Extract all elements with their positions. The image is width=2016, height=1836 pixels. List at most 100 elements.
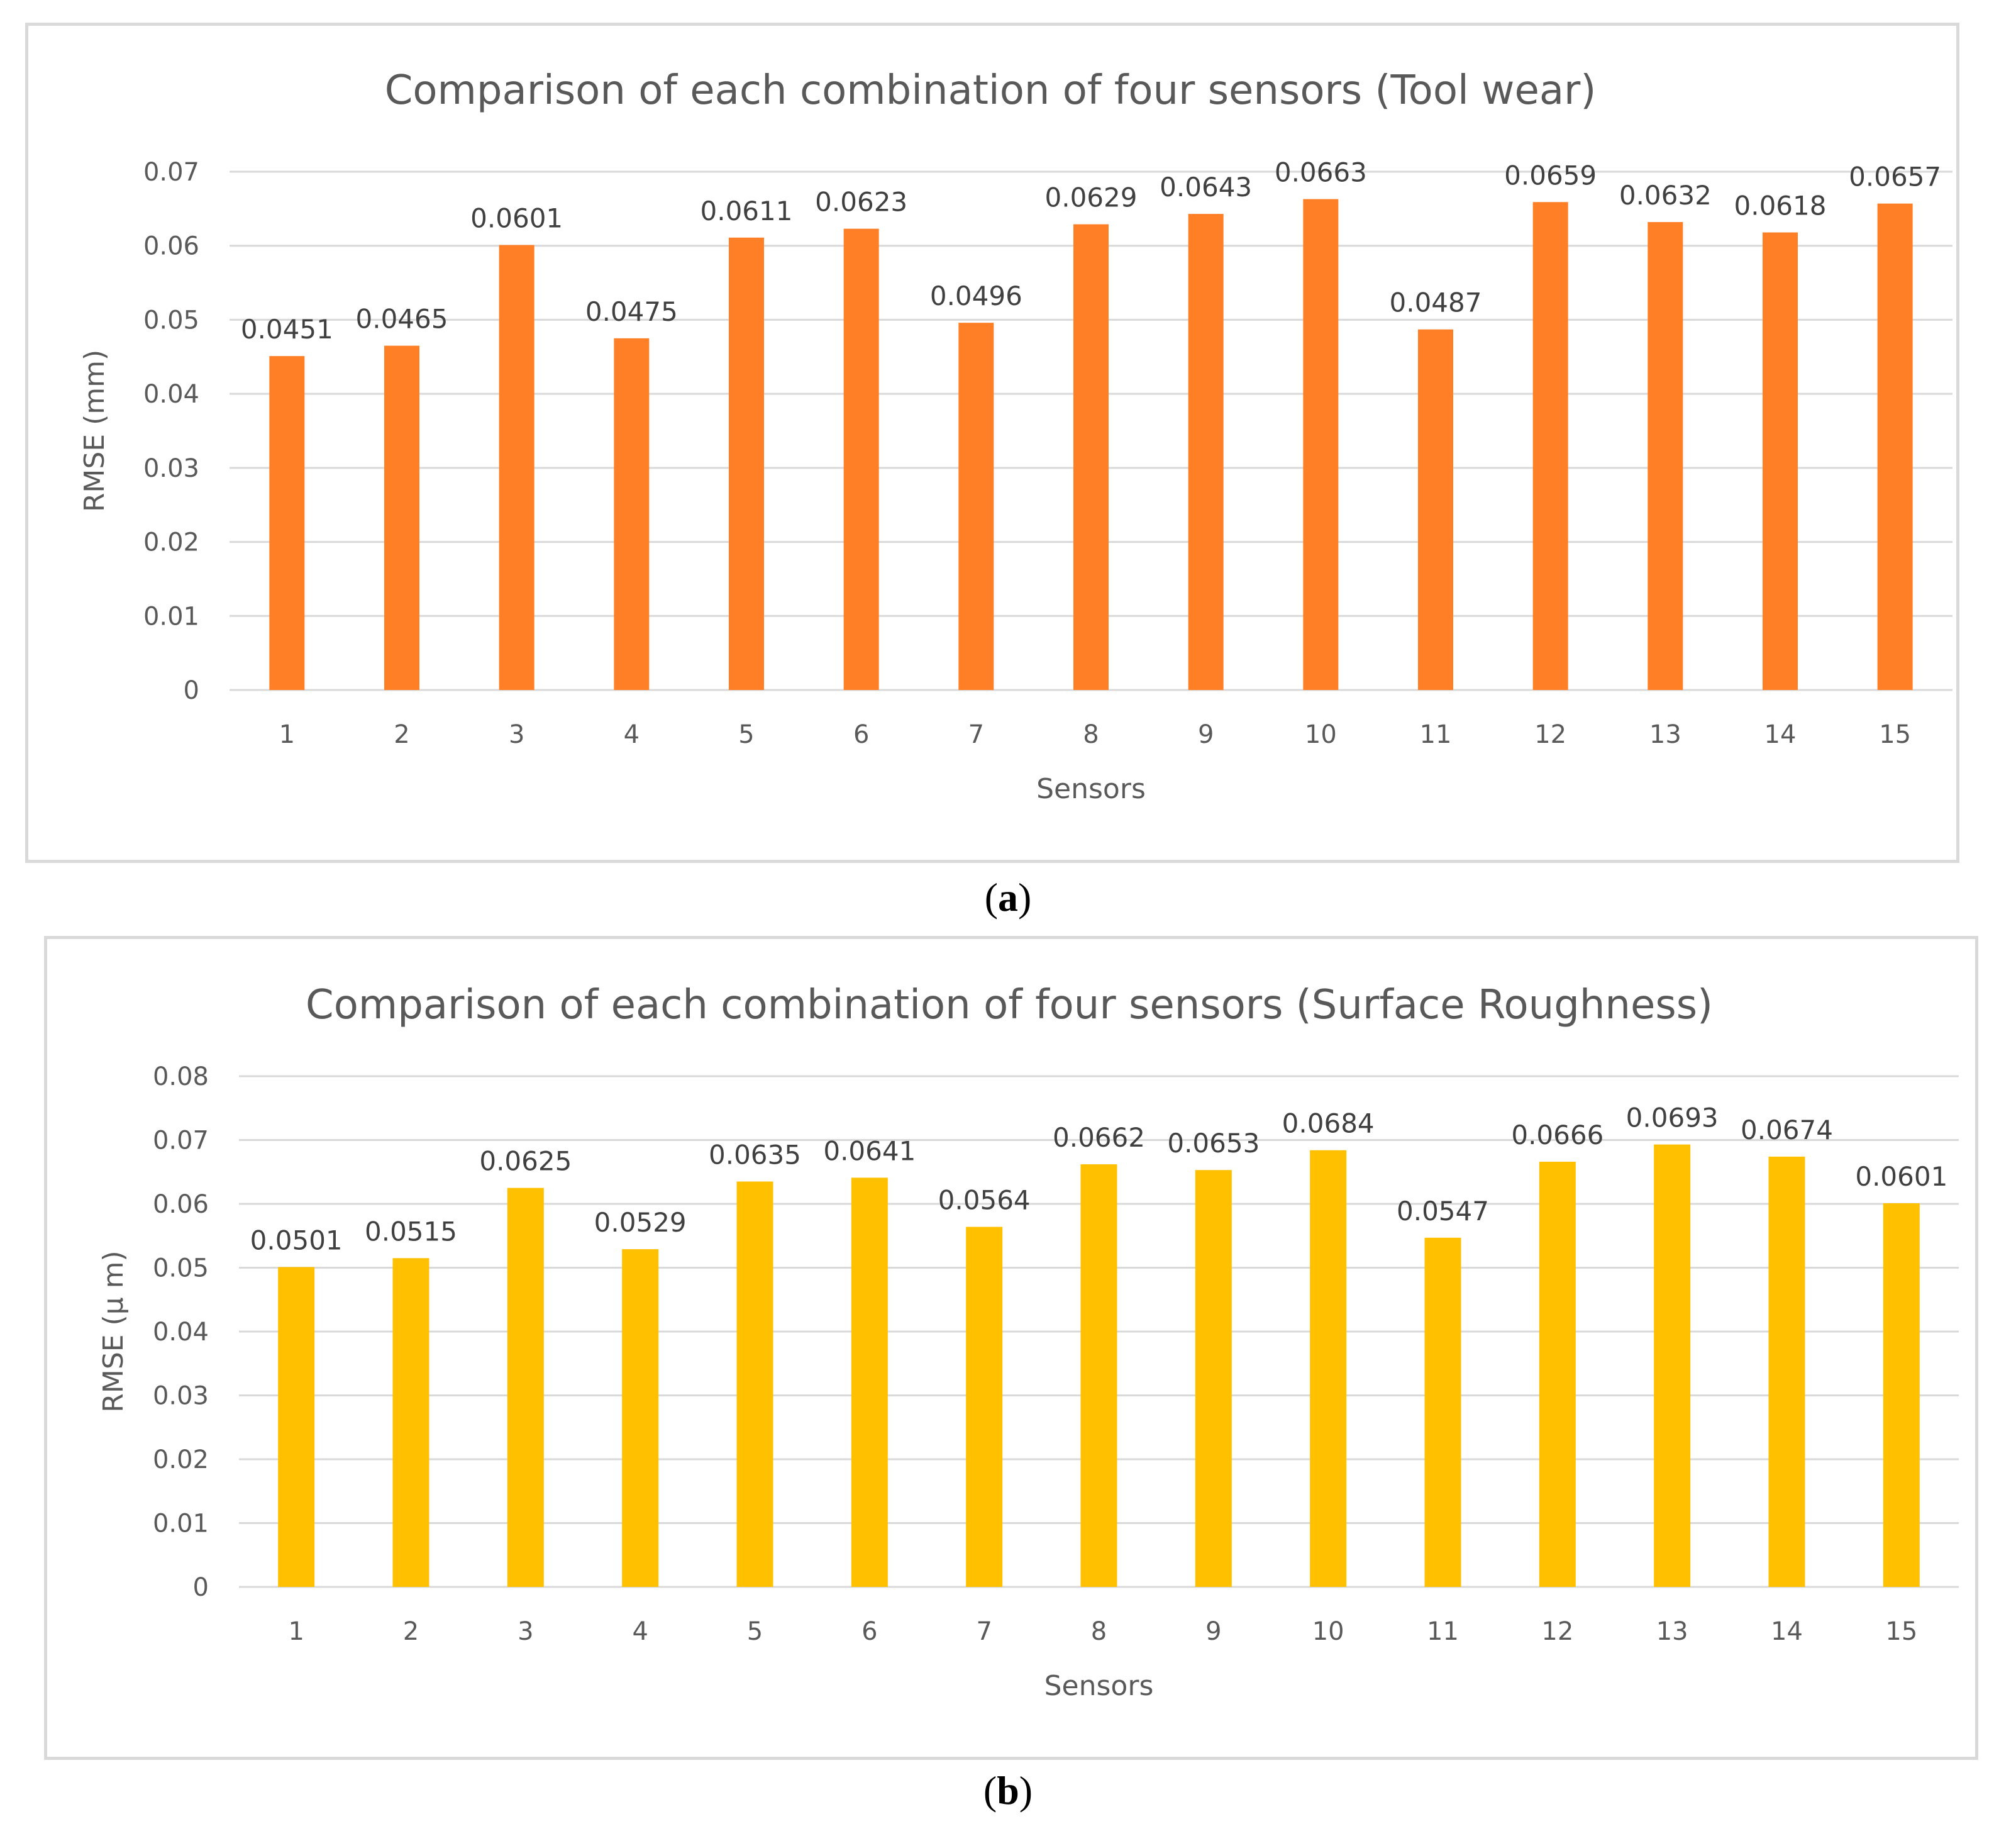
- x-tick-label: 7: [976, 1617, 992, 1646]
- x-tick-label: 15: [1885, 1617, 1917, 1646]
- y-tick-label: 0.06: [153, 1190, 209, 1219]
- chart-panel-tool-wear: Comparison of each combination of four s…: [25, 23, 1959, 863]
- data-label: 0.0529: [594, 1207, 687, 1238]
- y-tick-label: 0: [184, 676, 199, 705]
- x-tick-label: 11: [1420, 720, 1452, 749]
- data-label: 0.0601: [470, 203, 563, 234]
- bar: [507, 1188, 544, 1587]
- data-label: 0.0465: [356, 304, 448, 335]
- data-label: 0.0632: [1619, 180, 1712, 211]
- bar: [1418, 329, 1453, 690]
- data-label: 0.0601: [1855, 1161, 1947, 1192]
- bar: [1080, 1164, 1117, 1587]
- data-label: 0.0662: [1053, 1122, 1145, 1153]
- bar: [1768, 1156, 1805, 1587]
- x-tick-label: 13: [1649, 720, 1681, 749]
- data-label: 0.0684: [1282, 1108, 1375, 1139]
- chart-tool-wear: Comparison of each combination of four s…: [79, 67, 1952, 805]
- y-tick-label: 0.04: [153, 1318, 209, 1347]
- x-tick-label: 10: [1305, 720, 1337, 749]
- data-label: 0.0635: [709, 1139, 801, 1170]
- data-label: 0.0611: [701, 196, 793, 226]
- bar: [958, 323, 994, 690]
- data-label: 0.0666: [1511, 1120, 1603, 1150]
- x-tick-label: 14: [1764, 720, 1797, 749]
- bar: [736, 1181, 773, 1587]
- y-tick-label: 0: [193, 1573, 209, 1602]
- data-label: 0.0657: [1849, 162, 1941, 192]
- data-label: 0.0487: [1390, 287, 1482, 318]
- bar: [843, 228, 879, 690]
- data-label: 0.0629: [1045, 182, 1138, 213]
- chart-panel-surface-roughness: Comparison of each combination of four s…: [44, 936, 1978, 1760]
- bar: [1532, 202, 1568, 691]
- x-tick-label: 4: [624, 720, 640, 749]
- data-label: 0.0693: [1626, 1103, 1719, 1133]
- y-tick-label: 0.06: [143, 232, 199, 261]
- chart-title: Comparison of each combination of four s…: [385, 67, 1597, 114]
- y-tick-label: 0.04: [143, 380, 199, 409]
- data-label: 0.0653: [1167, 1128, 1260, 1159]
- data-label: 0.0674: [1741, 1115, 1833, 1145]
- x-tick-label: 12: [1541, 1617, 1573, 1646]
- bar: [1763, 232, 1798, 690]
- x-tick-label: 1: [279, 720, 295, 749]
- data-label: 0.0618: [1734, 191, 1827, 221]
- y-tick-label: 0.01: [143, 602, 199, 631]
- x-tick-label: 10: [1312, 1617, 1344, 1646]
- bar: [614, 338, 650, 690]
- bar: [1539, 1162, 1576, 1587]
- bar: [269, 356, 305, 690]
- data-label: 0.0501: [250, 1225, 343, 1255]
- data-label: 0.0564: [938, 1185, 1031, 1216]
- y-tick-label: 0.08: [153, 1062, 209, 1091]
- caption-b: (b): [983, 1768, 1033, 1813]
- x-tick-label: 4: [632, 1617, 648, 1646]
- bar: [1877, 203, 1913, 690]
- x-tick-label: 5: [747, 1617, 763, 1646]
- x-tick-label: 11: [1427, 1617, 1459, 1646]
- data-label: 0.0515: [365, 1216, 457, 1247]
- bar: [1073, 224, 1109, 690]
- y-tick-label: 0.01: [153, 1510, 209, 1538]
- x-tick-label: 8: [1083, 720, 1099, 749]
- chart-title: Comparison of each combination of four s…: [306, 982, 1713, 1028]
- bar: [729, 237, 764, 690]
- x-tick-label: 6: [861, 1617, 877, 1646]
- x-tick-label: 3: [518, 1617, 533, 1646]
- bar: [1648, 222, 1683, 690]
- x-tick-label: 8: [1091, 1617, 1107, 1646]
- y-tick-label: 0.07: [153, 1127, 209, 1155]
- bar: [622, 1249, 659, 1587]
- data-label: 0.0643: [1160, 172, 1252, 203]
- y-tick-label: 0.05: [153, 1254, 209, 1283]
- x-tick-label: 13: [1656, 1617, 1688, 1646]
- x-tick-label: 3: [509, 720, 524, 749]
- x-tick-label: 7: [968, 720, 984, 749]
- bar: [1195, 1170, 1232, 1587]
- bar: [1310, 1150, 1347, 1587]
- bar: [1424, 1237, 1461, 1587]
- x-tick-label: 12: [1534, 720, 1566, 749]
- y-tick-label: 0.07: [143, 158, 199, 187]
- data-label: 0.0625: [479, 1146, 572, 1177]
- caption-a: (a): [984, 875, 1032, 920]
- x-tick-label: 2: [403, 1617, 419, 1646]
- bar: [851, 1177, 888, 1587]
- bar: [499, 245, 534, 691]
- bar: [384, 345, 419, 690]
- y-tick-label: 0.05: [143, 306, 199, 335]
- bar: [1188, 214, 1224, 690]
- y-axis-label: RMSE (mm): [79, 350, 111, 512]
- x-tick-label: 15: [1879, 720, 1911, 749]
- chart-surface-roughness: Comparison of each combination of four s…: [97, 982, 1959, 1702]
- x-tick-label: 1: [288, 1617, 304, 1646]
- bar: [1883, 1203, 1920, 1587]
- bar: [392, 1258, 429, 1587]
- y-tick-label: 0.03: [153, 1382, 209, 1411]
- data-label: 0.0496: [930, 281, 1022, 311]
- data-label: 0.0547: [1397, 1196, 1489, 1227]
- data-label: 0.0623: [815, 187, 907, 218]
- y-axis-label: RMSE (μ m): [97, 1250, 130, 1412]
- bar: [1654, 1144, 1691, 1587]
